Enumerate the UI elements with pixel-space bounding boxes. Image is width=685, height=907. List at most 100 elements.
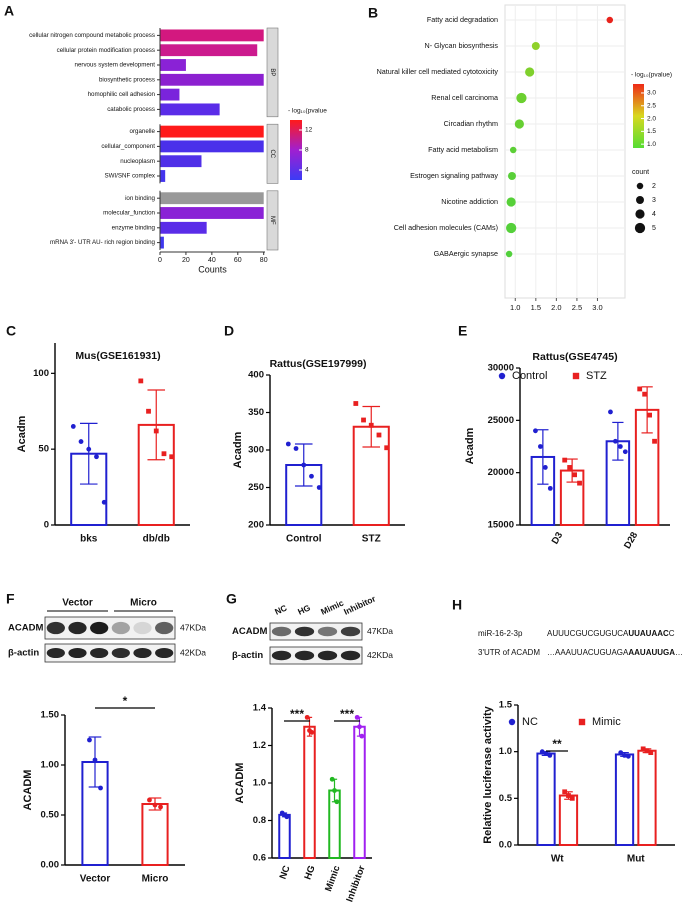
size-legend-marker [634, 222, 646, 234]
data-point [301, 462, 307, 468]
category-label: mRNA 3'- UTR AU- rich region binding [50, 239, 156, 246]
blot-band [90, 621, 109, 635]
blot-band [46, 647, 65, 659]
colorbar-tick-label: 8 [305, 147, 309, 154]
group-strip [266, 190, 279, 251]
panel-letter: H [452, 597, 462, 613]
bubble [516, 92, 527, 104]
blot-band [68, 621, 87, 635]
bar [536, 752, 556, 846]
x-tick-label: STZ [362, 534, 381, 545]
category-label: cellular protein modification process [57, 47, 155, 54]
category-label: Nicotine addiction [441, 197, 498, 206]
data-point [304, 714, 310, 720]
data-point [368, 422, 374, 428]
bar [558, 794, 579, 846]
bar [160, 192, 264, 205]
blot-band [155, 647, 174, 659]
blot-band [294, 650, 315, 661]
data-point [309, 729, 315, 735]
x-tick-label: 40 [208, 257, 216, 264]
blot-band-label: β-actin [232, 650, 263, 661]
data-point [578, 718, 586, 726]
sequence: AUUUCGUCGUGUCAUUAUAACC [547, 629, 675, 638]
category-label: cellular_component [101, 143, 155, 150]
data-point [572, 472, 577, 478]
sequence-name: miR-16-2-3p [478, 629, 523, 638]
group-label: MF [269, 216, 275, 225]
bar [160, 140, 264, 153]
data-point [94, 454, 99, 460]
data-point [622, 753, 627, 758]
data-point [169, 454, 175, 460]
data-point [622, 449, 628, 455]
x-tick-label: 1.5 [531, 303, 541, 312]
sequence-part: AAUAUUGA [628, 648, 675, 657]
category-label: N- Glycan biosynthesis [425, 41, 499, 50]
x-tick-label: 2.0 [551, 303, 561, 312]
colorbar-tick-label: 3.0 [647, 90, 656, 97]
panel-letter: C [6, 323, 16, 339]
data-point [543, 751, 549, 756]
data-point [353, 401, 359, 406]
size-legend-marker [635, 209, 645, 219]
bar [160, 103, 220, 116]
category-label: nucleoplasm [120, 158, 155, 165]
bubble [508, 172, 516, 180]
data-point [309, 473, 314, 479]
x-tick-label: 0 [158, 257, 162, 264]
x-tick-label: Mimic [323, 864, 343, 893]
bubble [506, 222, 517, 234]
x-tick-label: Control [286, 534, 322, 545]
size-legend-label: 3 [652, 197, 656, 204]
blot-size-label: 42KDa [367, 650, 393, 660]
data-point [547, 753, 553, 758]
x-tick-label: 20 [182, 257, 190, 264]
blot-band-label: ACADM [8, 623, 43, 634]
data-point [577, 480, 582, 486]
category-label: nervous system development [75, 62, 156, 69]
sequence-part: C [669, 629, 675, 638]
colorbar-tick-label: 12 [305, 127, 313, 134]
category-label: Estrogen signaling pathway [410, 171, 498, 180]
bar [160, 73, 264, 86]
blot-band [68, 647, 87, 659]
data-point [359, 733, 365, 739]
panel-letter: G [226, 591, 237, 607]
data-point [625, 753, 631, 759]
category-label: ion binding [125, 195, 155, 202]
panel-letter: F [6, 591, 15, 607]
data-point [161, 451, 167, 457]
data-point [158, 804, 163, 810]
bar [160, 125, 264, 138]
blot-band [155, 621, 174, 635]
y-tick-label: 15000 [488, 520, 514, 531]
blot-band [340, 626, 361, 637]
data-point [542, 465, 548, 470]
bar [141, 803, 169, 866]
bubble [514, 119, 524, 129]
category-label: GABAergic synapse [434, 249, 498, 258]
data-point [498, 372, 506, 380]
bubble [531, 42, 540, 50]
data-point [98, 785, 103, 791]
y-tick-label: 1.00 [41, 760, 60, 771]
data-point [508, 718, 516, 726]
panel-letter: B [368, 5, 378, 21]
data-point [316, 485, 322, 490]
size-legend-label: 4 [652, 211, 656, 218]
y-tick-label: 300 [248, 445, 264, 456]
bar [637, 749, 657, 847]
y-tick-label: 20000 [488, 467, 514, 478]
chart-title: Rattus(GSE4745) [532, 351, 617, 363]
colorbar [290, 120, 302, 180]
x-tick-label: 1.0 [510, 303, 520, 312]
y-axis-label: Acadm [464, 427, 476, 464]
significance-label: * [123, 694, 128, 708]
y-axis-label: Acadm [232, 431, 244, 468]
data-point [608, 409, 613, 415]
blot-band [317, 626, 338, 637]
data-point [361, 417, 366, 423]
bar [160, 221, 207, 234]
